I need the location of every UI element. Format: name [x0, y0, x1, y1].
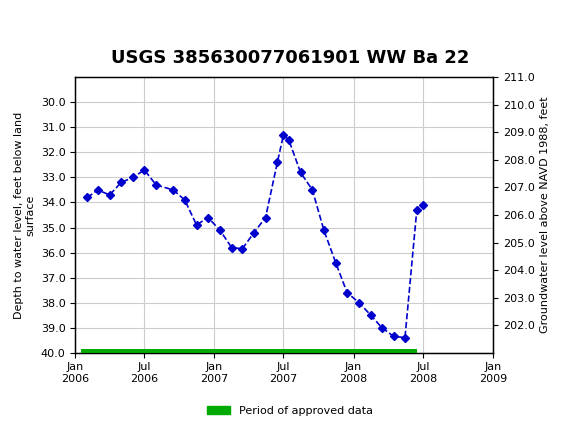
Y-axis label: Groundwater level above NAVD 1988, feet: Groundwater level above NAVD 1988, feet	[540, 97, 550, 333]
Legend: Period of approved data: Period of approved data	[203, 401, 377, 420]
Text: █USGS: █USGS	[6, 15, 64, 37]
Y-axis label: Depth to water level, feet below land
surface: Depth to water level, feet below land su…	[14, 111, 35, 319]
Text: USGS 385630077061901 WW Ba 22: USGS 385630077061901 WW Ba 22	[111, 49, 469, 67]
Bar	[81, 350, 417, 356]
